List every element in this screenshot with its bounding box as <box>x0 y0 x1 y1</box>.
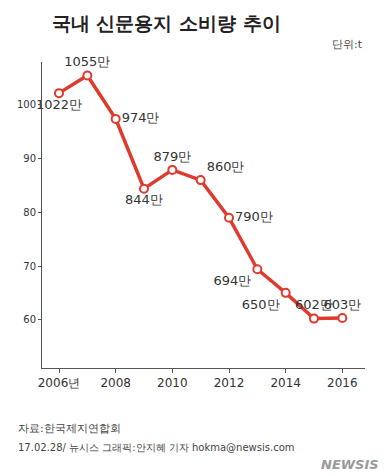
svg-text:2014: 2014 <box>270 376 301 390</box>
svg-text:90: 90 <box>23 153 36 164</box>
svg-text:974만: 974만 <box>122 110 160 125</box>
svg-text:790만: 790만 <box>235 209 273 224</box>
svg-text:2012: 2012 <box>214 376 245 390</box>
svg-text:1022만: 1022만 <box>36 97 82 112</box>
svg-text:단위:t: 단위:t <box>332 38 363 51</box>
svg-text:80: 80 <box>23 207 36 218</box>
svg-text:2006년: 2006년 <box>38 376 81 390</box>
svg-text:694만: 694만 <box>214 273 252 288</box>
svg-text:100: 100 <box>17 99 36 110</box>
svg-text:NEWSIS: NEWSIS <box>321 457 379 472</box>
svg-text:국내 신문용지 소비량 추이: 국내 신문용지 소비량 추이 <box>52 12 281 34</box>
svg-text:1055만: 1055만 <box>64 54 110 69</box>
svg-text:60: 60 <box>23 314 36 325</box>
svg-text:17.02.28/ 뉴시스 그래픽:안지혜 기자 hokma: 17.02.28/ 뉴시스 그래픽:안지혜 기자 hokma@newsis.co… <box>18 442 295 453</box>
svg-text:2010: 2010 <box>157 376 188 390</box>
svg-text:879만: 879만 <box>153 149 191 164</box>
svg-text:650만: 650만 <box>242 297 280 312</box>
svg-text:2016: 2016 <box>327 376 358 390</box>
svg-text:860만: 860만 <box>207 159 245 174</box>
svg-text:844만: 844만 <box>125 192 163 207</box>
svg-text:2008: 2008 <box>100 376 131 390</box>
svg-text:602만: 602만 <box>295 297 333 312</box>
svg-text:자료:한국제지연합회: 자료:한국제지연합회 <box>18 422 121 435</box>
svg-text:603만: 603만 <box>323 297 361 312</box>
svg-text:70: 70 <box>23 261 36 272</box>
